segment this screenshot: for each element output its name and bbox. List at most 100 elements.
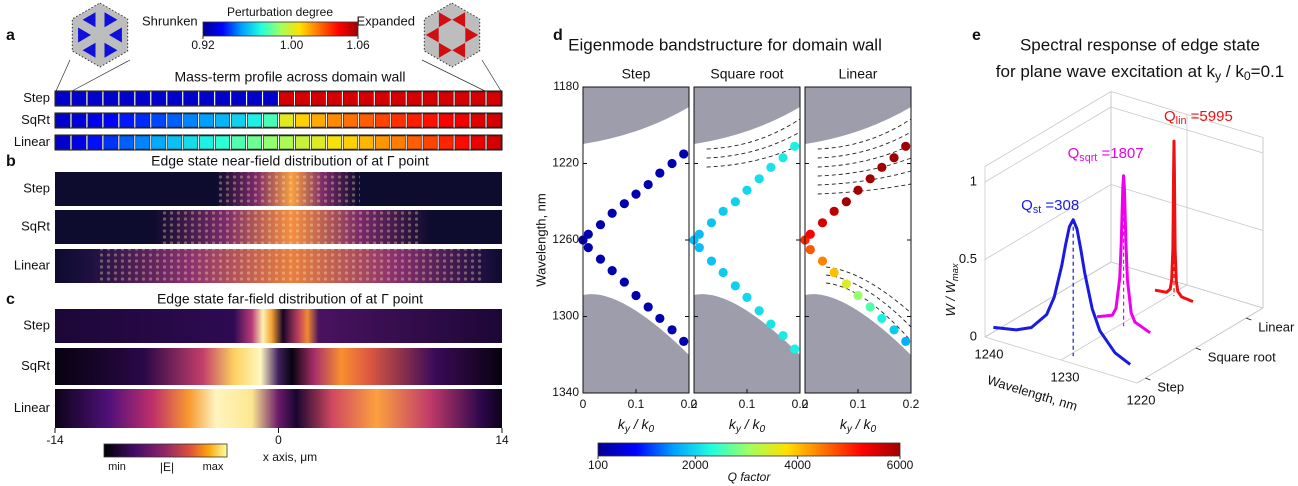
profile-cell (72, 92, 86, 105)
colorbar-tick-label: min (108, 461, 126, 473)
profile-cell (136, 136, 150, 149)
mode-point (679, 149, 688, 158)
row-label: Linear (14, 257, 51, 272)
profile-cell (216, 92, 230, 105)
q-annotation-part: Q (1164, 108, 1176, 125)
x-axis-label: ky / k0 (618, 416, 655, 435)
mode-point (818, 218, 827, 227)
profile-cell (391, 114, 405, 127)
row-label: Step (23, 317, 50, 332)
mode-point (818, 256, 827, 265)
profile-cell (487, 136, 501, 149)
profile-cell (279, 136, 293, 149)
x-tick-label: -14 (46, 433, 64, 447)
mode-point (877, 314, 886, 323)
profile-cell (295, 136, 309, 149)
panel-title: Eigenmode bandstructure for domain wall (568, 35, 882, 54)
row-label: Linear (14, 134, 51, 149)
mode-point (742, 186, 751, 195)
panel-subtitle-part: =0.1 (1251, 62, 1285, 81)
depth-tick (1196, 348, 1201, 350)
profile-cell (471, 92, 485, 105)
profile-cell (200, 136, 214, 149)
profile-cell (88, 136, 102, 149)
colorbar-title: Perturbation degree (227, 5, 333, 19)
colorbar (203, 22, 358, 36)
x-tick-label: 1220 (1127, 392, 1156, 407)
profile-cell (407, 114, 421, 127)
axis-label: x axis, μm (263, 450, 317, 464)
panel-title: Edge state near-field distribution of at… (151, 153, 429, 169)
mode-point (830, 207, 839, 216)
panel-letter: d (553, 27, 563, 44)
colorbar-tick-label: 1.06 (346, 38, 370, 52)
hex-label: Expanded (356, 13, 415, 28)
mode-point (866, 302, 875, 311)
row-label: SqRt (21, 358, 50, 373)
far-field-image (55, 309, 502, 343)
profile-cell (120, 136, 134, 149)
mode-point (655, 314, 664, 323)
x-tick-label: 0.1 (850, 397, 867, 411)
mode-point (853, 186, 862, 195)
profile-cell (184, 92, 198, 105)
profile-cell (375, 114, 389, 127)
panel-letter: b (6, 153, 16, 170)
mode-point (778, 153, 787, 162)
z-tick-label: 0.5 (959, 251, 977, 266)
grid-line (985, 262, 1111, 337)
mode-point (608, 266, 617, 275)
profile-cell (184, 114, 198, 127)
x-axis-label-part: / k (741, 416, 761, 432)
x-axis-label-part: / k (852, 416, 872, 432)
colorbar-tick-label: 2000 (682, 458, 709, 472)
mode-point (644, 180, 653, 189)
profile-cell (200, 114, 214, 127)
profile-cell (263, 114, 277, 127)
mode-point (889, 325, 898, 334)
profile-cell (439, 136, 453, 149)
panel-subtitle-part: for plane wave excitation at k (996, 62, 1216, 81)
mode-point (766, 320, 775, 329)
q-annotation-part: st (1033, 204, 1041, 216)
profile-cell (359, 136, 373, 149)
mode-point (830, 268, 839, 277)
x-axis-label-part: / k (630, 416, 650, 432)
mode-point (631, 190, 640, 199)
row-label: Step (23, 90, 50, 105)
profile-cell (343, 136, 357, 149)
profile-cell (232, 136, 246, 149)
mode-point (631, 291, 640, 300)
panel-subtitle: for plane wave excitation at ky / k0=0.1 (996, 62, 1284, 83)
x-tick-label: 0.1 (739, 397, 756, 411)
profile-cell (168, 136, 182, 149)
panel-subtitle-part: / k (1221, 62, 1244, 81)
profile-cell (104, 136, 118, 149)
mode-point (707, 218, 716, 227)
profile-cell (391, 136, 405, 149)
z-tick-label: 1 (970, 173, 977, 188)
profile-cell (327, 136, 341, 149)
mode-point (901, 337, 910, 346)
mode-point (755, 174, 764, 183)
profile-cell (423, 136, 437, 149)
profile-cell (375, 136, 389, 149)
x-tick-label: 0 (691, 397, 698, 411)
near-field-texture (100, 249, 485, 283)
profile-cell (88, 92, 102, 105)
mode-point (596, 220, 605, 229)
profile-cell (232, 114, 246, 127)
mode-point (742, 293, 751, 302)
profile-cell (168, 114, 182, 127)
profile-cell (136, 92, 150, 105)
subplot-title: Linear (839, 66, 878, 82)
profile-cell (263, 92, 277, 105)
y-tick-label: 1340 (552, 385, 579, 399)
row-label: SqRt (21, 218, 50, 233)
colorbar-tick-label: 1.00 (280, 38, 304, 52)
z-tick-label: 0 (970, 328, 977, 343)
mode-point (889, 153, 898, 162)
grid-line (1137, 308, 1263, 383)
profile-cell (120, 92, 134, 105)
x-tick-label: 1230 (1051, 369, 1080, 384)
